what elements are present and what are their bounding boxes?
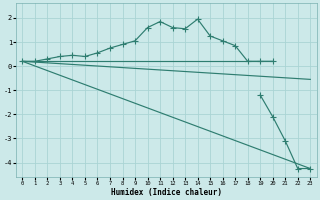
X-axis label: Humidex (Indice chaleur): Humidex (Indice chaleur) (111, 188, 222, 197)
